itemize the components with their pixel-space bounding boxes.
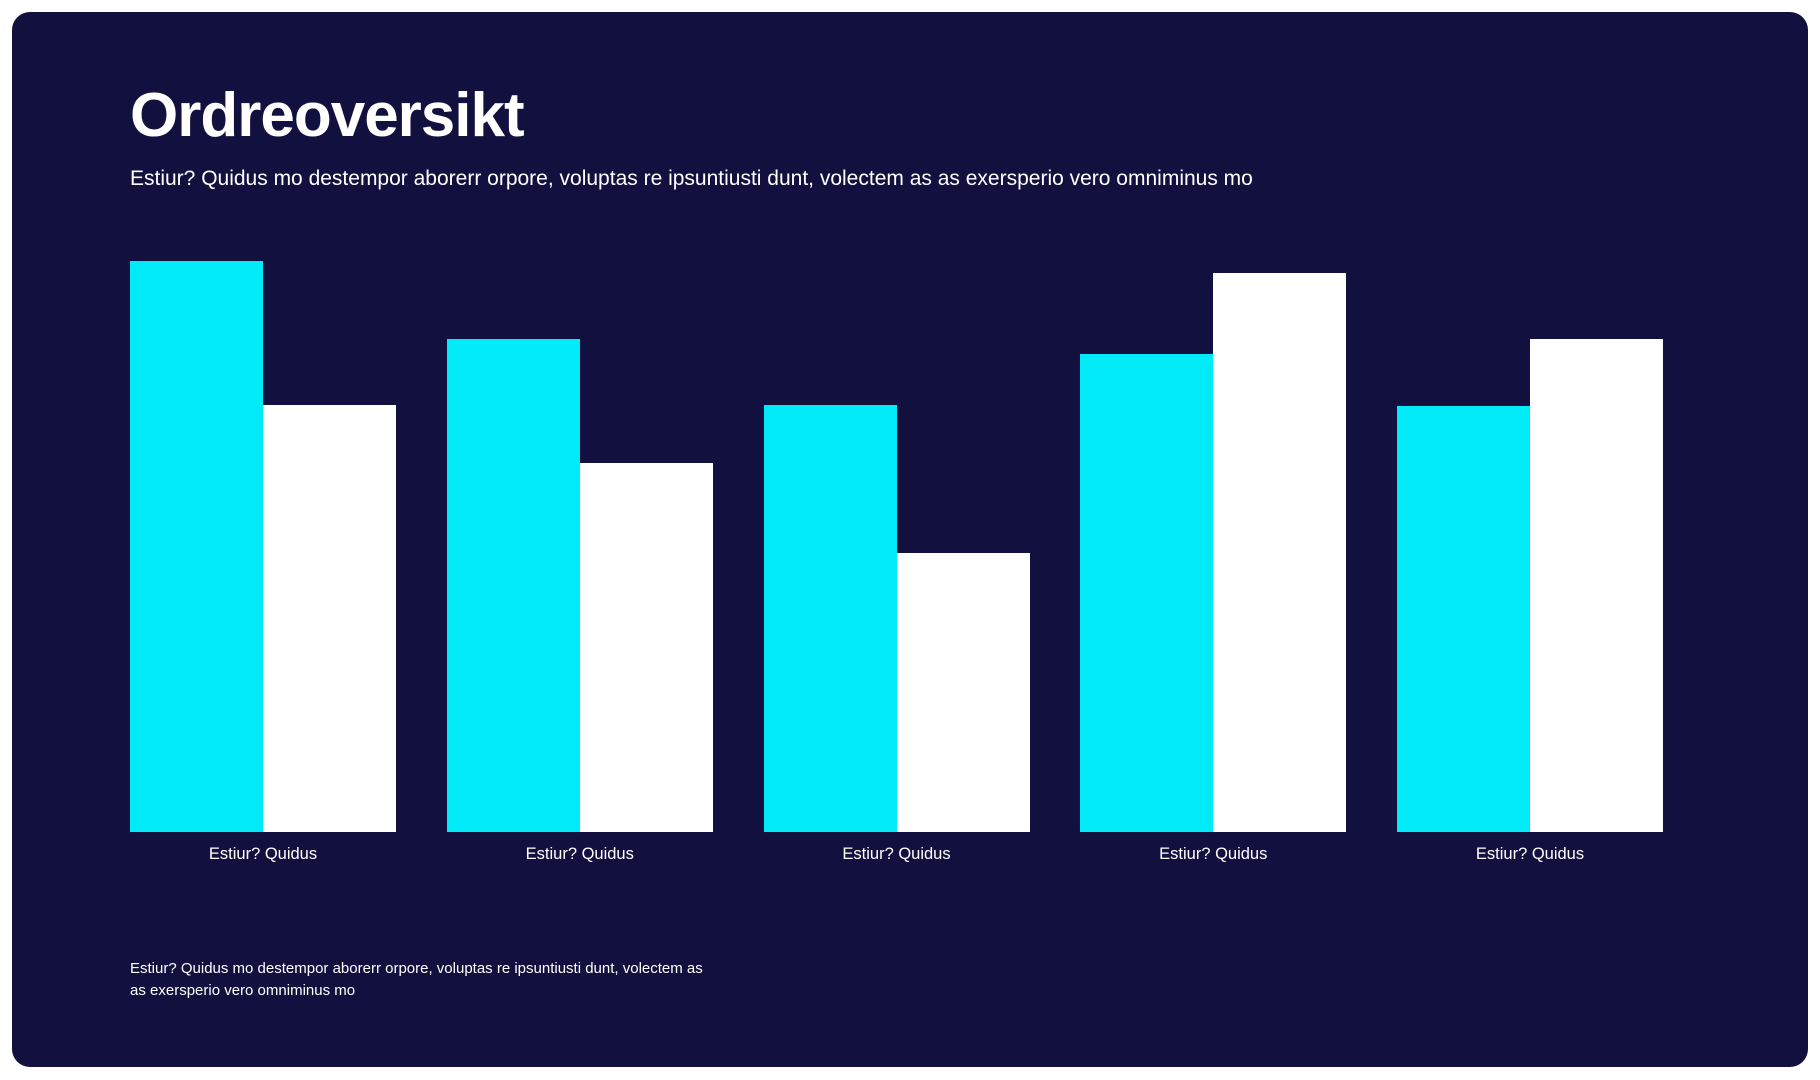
bar-cyan: [763, 404, 897, 832]
bar-group: [1397, 261, 1663, 832]
page-subtitle: Estiur? Quidus mo destempor aborerr orpo…: [130, 167, 1253, 190]
bar-white: [896, 552, 1030, 832]
bar-white: [1530, 339, 1663, 832]
bar-group: [130, 261, 396, 832]
category-label: Estiur? Quidus: [208, 845, 318, 863]
footer-note-line-2: as exersperio vero omniminus mo: [130, 982, 356, 999]
bar-group: [1080, 261, 1347, 832]
bar-white: [1213, 273, 1347, 832]
slide-card: Ordreoversikt Estiur? Quidus mo destempo…: [12, 12, 1808, 1067]
bar-cyan: [446, 339, 580, 832]
bar-group: [763, 261, 1030, 832]
footer-note-line-1: Estiur? Quidus mo destempor aborerr orpo…: [130, 960, 703, 977]
category-label: Estiur? Quidus: [1475, 845, 1585, 863]
page-title: Ordreoversikt: [130, 81, 525, 150]
category-labels-row: Estiur? Quidus Estiur? Quidus Estiur? Quid…: [130, 845, 1663, 864]
category-label: Estiur? Quidus: [1159, 845, 1268, 863]
bar-chart: [130, 261, 1663, 832]
bar-white: [579, 463, 713, 832]
category-label: Estiur? Quidus: [525, 845, 634, 863]
bar-group: [446, 261, 713, 832]
bar-white: [263, 404, 396, 832]
category-label: Estiur? Quidus: [842, 845, 951, 863]
bar-cyan: [130, 261, 263, 832]
bar-cyan: [1080, 354, 1214, 832]
bar-cyan: [1397, 406, 1530, 832]
footer-note: Estiur? Quidus mo destempor aborerr orpo…: [130, 958, 703, 1002]
